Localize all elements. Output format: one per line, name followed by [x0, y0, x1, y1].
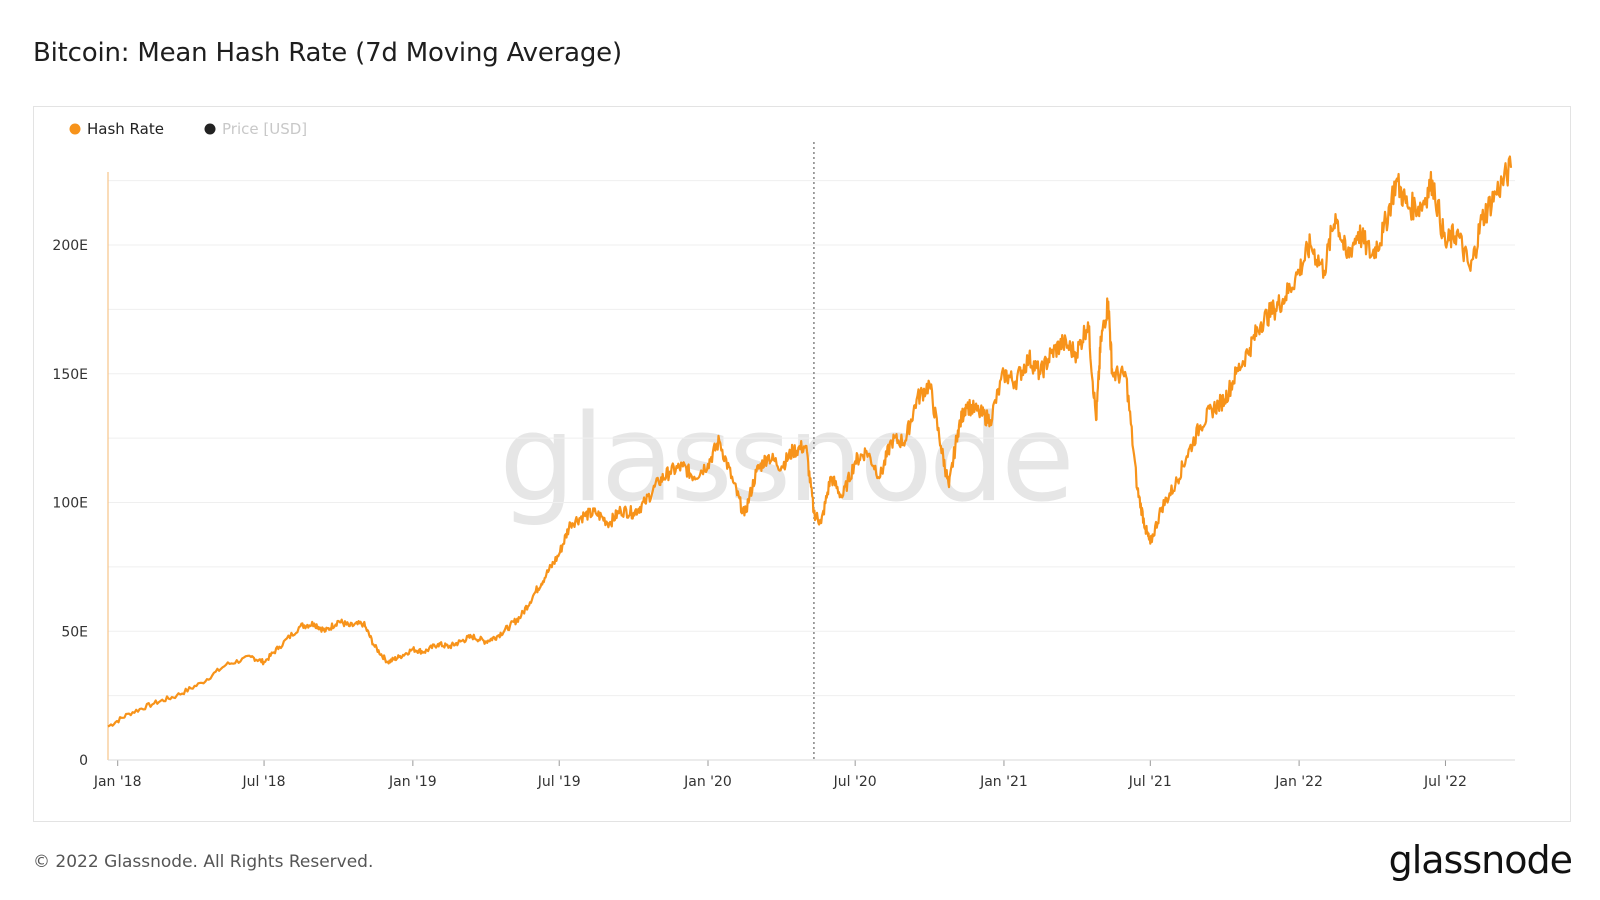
x-axis: Jan '18 Jul '18 Jan '19 Jul '19 Jan '20 Jul '… [93, 759, 1515, 790]
legend-marker[interactable] [204, 123, 216, 135]
legend-label[interactable]: Price [USD] [222, 120, 307, 138]
y-tick-label: 100E [52, 496, 88, 512]
x-tick-label: Jul '18 [242, 774, 286, 790]
x-tick-label: Jul '20 [833, 774, 877, 790]
legend: Hash Rate Price [USD] [69, 120, 307, 138]
copyright-text: © 2022 Glassnode. All Rights Reserved. [33, 852, 374, 872]
chart-panel [33, 106, 1571, 822]
x-tick-label: Jan '18 [93, 774, 142, 790]
x-tick-label: Jul '19 [537, 774, 581, 790]
hash-rate-series-line[interactable] [107, 155, 1513, 728]
grid-layer [107, 172, 1515, 760]
x-tick-label: Jan '21 [979, 774, 1028, 790]
y-axis: 0 50E 100E 150E 200E [52, 238, 88, 769]
y-tick-label: 150E [52, 367, 88, 383]
x-tick-label: Jan '20 [683, 774, 732, 790]
legend-marker[interactable] [69, 123, 81, 135]
x-tick-label: Jan '19 [388, 774, 437, 790]
y-tick-label: 50E [61, 624, 88, 640]
y-tick-label: 0 [79, 753, 88, 769]
y-tick-label: 200E [52, 238, 88, 254]
x-tick-label: Jul '22 [1423, 774, 1467, 790]
x-tick-label: Jan '22 [1274, 774, 1323, 790]
legend-label[interactable]: Hash Rate [87, 120, 164, 138]
chart-title: Bitcoin: Mean Hash Rate (7d Moving Avera… [33, 38, 622, 68]
glassnode-logo[interactable]: glassnode [1388, 838, 1573, 882]
x-tick-label: Jul '21 [1128, 774, 1172, 790]
series-layer [107, 155, 1513, 728]
